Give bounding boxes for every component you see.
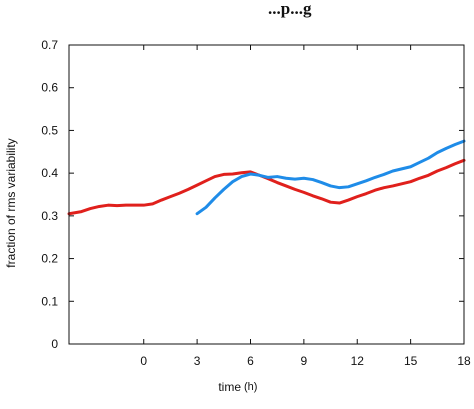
y-axis-ticks: 0 0.1 0.2 0.3 0.4 0.5 0.6 0.7: [41, 38, 464, 351]
series-layer: [67, 139, 466, 216]
x-tick-label: 9: [301, 354, 308, 368]
x-axis-ticks: 0 3 6 9 12 15 18: [140, 45, 471, 368]
chart-title-fragment: ...p...g: [268, 0, 312, 18]
y-axis-label: fraction of rms variability: [4, 138, 18, 267]
y-tick-label: 0.6: [41, 81, 58, 95]
x-axis-label-group: time (h): [218, 380, 257, 394]
y-tick-label: 0.1: [41, 294, 58, 308]
x-tick-label: 12: [351, 354, 365, 368]
axes-frame: [68, 44, 465, 345]
y-tick-label: 0.5: [41, 123, 58, 137]
x-tick-label: 3: [194, 354, 201, 368]
y-tick-label: 0.4: [41, 166, 58, 180]
blue-series-line: [195, 139, 466, 216]
x-tick-label: 15: [404, 354, 418, 368]
y-tick-label: 0.7: [41, 38, 58, 52]
x-axis-label: time: [218, 380, 241, 394]
x-axis-unit: (h): [244, 381, 257, 393]
y-tick-label: 0: [51, 337, 58, 351]
x-tick-label: 18: [457, 354, 471, 368]
y-tick-label: 0.2: [41, 252, 58, 266]
x-tick-label: 6: [247, 354, 254, 368]
x-tick-label: 0: [140, 354, 147, 368]
y-tick-label: 0.3: [41, 209, 58, 223]
plot-frame: [68, 44, 465, 345]
